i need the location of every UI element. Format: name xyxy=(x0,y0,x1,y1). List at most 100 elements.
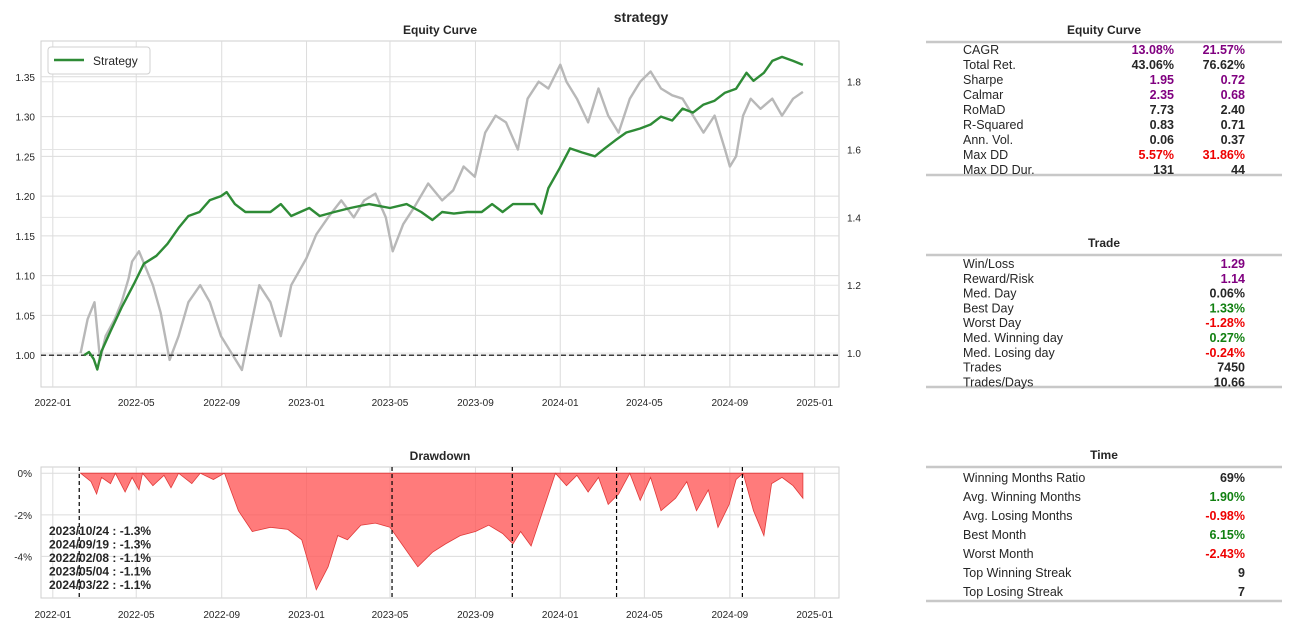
equity-x-tick-label: 2024-09 xyxy=(712,398,749,409)
equity-x-tick-label: 2024-01 xyxy=(542,398,579,409)
table-row-value-2: 9 xyxy=(1238,566,1245,580)
table-row-value-2: 2.40 xyxy=(1221,103,1245,117)
strategy-line xyxy=(83,55,804,371)
equity-chart: Equity Curve 2022-01 2022-05 2022-09 2023-0… xyxy=(16,23,862,409)
table-row-label: Med. Winning day xyxy=(963,331,1064,345)
drawdown-area xyxy=(79,472,804,591)
equity-y-tick-right: 1.6 xyxy=(847,146,861,157)
table-row-label: Best Day xyxy=(963,301,1014,315)
table-row-value-2: -0.98% xyxy=(1205,509,1245,523)
table-row-label: Ann. Vol. xyxy=(963,133,1013,147)
table-row-value-1: 7.73 xyxy=(1150,103,1174,117)
table-row-label: Trades/Days xyxy=(963,375,1033,389)
drawdown-annotations: 2023/10/24 : -1.3%2024/09/19 : -1.3%2022… xyxy=(49,524,151,592)
table-row-label: Max DD Dur. xyxy=(963,163,1035,177)
table-row-value-1: 43.06% xyxy=(1132,58,1174,72)
equity-x-tick-label: 2023-09 xyxy=(457,398,494,409)
table-row-value-2: 7 xyxy=(1238,585,1245,599)
figure-title: strategy xyxy=(614,9,669,25)
table-row-label: Top Winning Streak xyxy=(963,566,1072,580)
table-row-value-1: 1.95 xyxy=(1150,73,1174,87)
table-row-value-1: 2.35 xyxy=(1150,88,1174,102)
table-row-label: CAGR xyxy=(963,43,999,57)
legend-box xyxy=(47,46,151,75)
table-row-value-2: -1.28% xyxy=(1205,316,1245,330)
equity-y-tick-left: 1.25 xyxy=(16,152,36,163)
table-row-value-2: 76.62% xyxy=(1203,58,1245,72)
equity-x-tick-label: 2023-05 xyxy=(372,398,409,409)
table-title: Time xyxy=(1090,448,1118,462)
table-row-value-2: 1.29 xyxy=(1221,257,1245,271)
equity-y-tick-left: 1.35 xyxy=(16,73,36,84)
table-row-value-2: -2.43% xyxy=(1205,547,1245,561)
equity-y-tick-left: 1.05 xyxy=(16,311,36,322)
equity-y-tick-left: 1.10 xyxy=(16,272,36,283)
table-row-label: Top Losing Streak xyxy=(963,585,1064,599)
table-row-label: Win/Loss xyxy=(963,257,1014,271)
table-row-value-2: 0.71 xyxy=(1221,118,1245,132)
drawdown-y-tick-label: -4% xyxy=(14,552,32,563)
table-row-value-2: 6.15% xyxy=(1210,528,1245,542)
drawdown-x-tick-label: 2022-09 xyxy=(203,610,240,621)
table-row-value-2: 7450 xyxy=(1217,361,1245,375)
table-title: Equity Curve xyxy=(1067,23,1141,37)
drawdown-x-tick-label: 2022-01 xyxy=(34,610,71,621)
table-row-label: Sharpe xyxy=(963,73,1003,87)
benchmark-line xyxy=(79,63,804,372)
drawdown-annotation: 2022/02/08 : -1.1% xyxy=(49,551,151,565)
table-row-value-2: 1.14 xyxy=(1221,272,1245,286)
equity-x-tick-label: 2025-01 xyxy=(796,398,833,409)
drawdown-x-tick-label: 2022-05 xyxy=(118,610,155,621)
drawdown-annotation: 2023/10/24 : -1.3% xyxy=(49,524,151,538)
table-row-value-1: 0.83 xyxy=(1150,118,1174,132)
table-row-value-1: 131 xyxy=(1153,163,1174,177)
drawdown-y-tick-label: 0% xyxy=(18,469,33,480)
table-row-value-2: 21.57% xyxy=(1203,43,1245,57)
table-row-label: Med. Losing day xyxy=(963,346,1055,360)
drawdown-annotation: 2024/09/19 : -1.3% xyxy=(49,538,151,552)
table-row-value-2: 0.27% xyxy=(1210,331,1245,345)
equity-legend: Strategy xyxy=(47,46,151,75)
table-row-value-1: 13.08% xyxy=(1132,43,1174,57)
drawdown-x-tick-label: 2023-01 xyxy=(288,610,325,621)
drawdown-x-tick-label: 2024-05 xyxy=(626,610,663,621)
table-row-label: Calmar xyxy=(963,88,1003,102)
equity-x-tick-label: 2024-05 xyxy=(626,398,663,409)
table-row-value-2: 0.68 xyxy=(1221,88,1245,102)
equity-series xyxy=(41,55,839,372)
table-row-value-2: -0.24% xyxy=(1205,346,1245,360)
equity-y-tick-right: 1.2 xyxy=(847,281,861,292)
equity-x-tick-label: 2022-05 xyxy=(118,398,155,409)
table-row-label: Reward/Risk xyxy=(963,272,1035,286)
equity-y-tick-left: 1.30 xyxy=(16,113,36,124)
drawdown-series xyxy=(78,467,804,598)
table-row-value-2: 0.37 xyxy=(1221,133,1245,147)
table-row-label: Max DD xyxy=(963,148,1008,162)
drawdown-x-tick-label: 2023-09 xyxy=(457,610,494,621)
drawdown-ticks: 2022-01 2022-05 2022-09 2023-01 2023-05 2023-… xyxy=(14,469,833,621)
table-row-value-2: 1.33% xyxy=(1210,301,1245,315)
drawdown-y-tick-label: -2% xyxy=(14,511,32,522)
table-row-label: Avg. Winning Months xyxy=(963,490,1081,504)
drawdown-x-tick-label: 2024-09 xyxy=(712,610,749,621)
table-row-label: Total Ret. xyxy=(963,58,1016,72)
equity-y-tick-right: 1.8 xyxy=(847,78,861,89)
table-row-label: Med. Day xyxy=(963,287,1017,301)
drawdown-annotation: 2024/03/22 : -1.1% xyxy=(49,578,151,592)
equity-grid xyxy=(40,40,840,388)
equity-ticks: 2022-01 2022-05 2022-09 2023-01 2023-05 2023-… xyxy=(16,73,862,409)
equity-chart-title: Equity Curve xyxy=(403,23,477,37)
table-row-value-2: 0.72 xyxy=(1221,73,1245,87)
table-row-label: Winning Months Ratio xyxy=(963,471,1085,485)
table-title: Trade xyxy=(1088,236,1120,250)
table-row-label: Avg. Losing Months xyxy=(963,509,1073,523)
table-row-label: R-Squared xyxy=(963,118,1023,132)
equity-y-tick-left: 1.15 xyxy=(16,232,36,243)
table-row-value-2: 0.06% xyxy=(1210,287,1245,301)
table-row-label: RoMaD xyxy=(963,103,1005,117)
table-row-label: Worst Month xyxy=(963,547,1034,561)
table-row-value-1: 0.06 xyxy=(1150,133,1174,147)
equity-y-tick-left: 1.20 xyxy=(16,192,36,203)
table-row-value-2: 31.86% xyxy=(1203,148,1245,162)
